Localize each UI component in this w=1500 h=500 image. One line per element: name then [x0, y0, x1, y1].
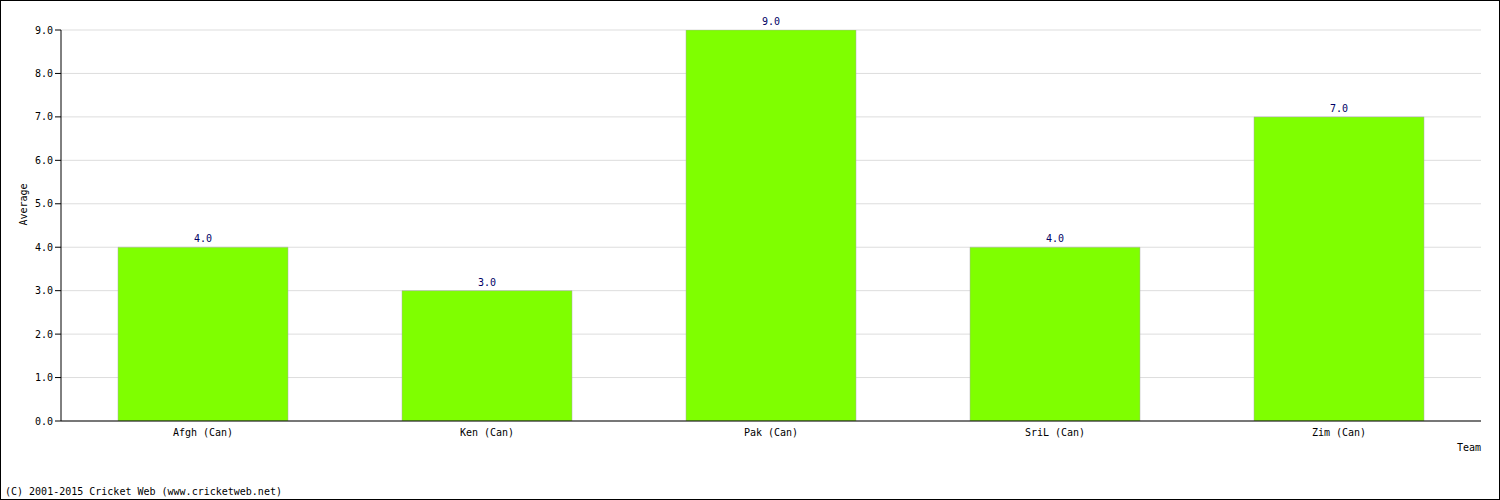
svg-text:1.0: 1.0 — [35, 372, 53, 383]
svg-text:9.0: 9.0 — [762, 16, 780, 27]
svg-text:6.0: 6.0 — [35, 155, 53, 166]
svg-text:Zim (Can): Zim (Can) — [1312, 427, 1366, 438]
svg-text:0.0: 0.0 — [35, 416, 53, 427]
svg-text:Afgh (Can): Afgh (Can) — [173, 427, 233, 438]
html-text:(C) 2001-2015 Cricket Web (www: (C) 2001-2015 Cricket Web (www.cricketwe… — [5, 486, 282, 497]
svg-text:3.0: 3.0 — [35, 285, 53, 296]
svg-text:Ken (Can): Ken (Can) — [460, 427, 514, 438]
svg-text:Average: Average — [18, 183, 29, 225]
svg-text:4.0: 4.0 — [194, 233, 212, 244]
svg-text:5.0: 5.0 — [35, 198, 53, 209]
svg-text:Pak (Can): Pak (Can) — [744, 427, 798, 438]
svg-text:8.0: 8.0 — [35, 68, 53, 79]
svg-text:4.0: 4.0 — [35, 242, 53, 253]
svg-text:2.0: 2.0 — [35, 329, 53, 340]
svg-text:3.0: 3.0 — [478, 277, 496, 288]
svg-text:9.0: 9.0 — [35, 25, 53, 36]
svg-text:7.0: 7.0 — [35, 111, 53, 122]
svg-text:SriL (Can): SriL (Can) — [1025, 427, 1085, 438]
svg-text:Team: Team — [1457, 442, 1481, 453]
svg-text:7.0: 7.0 — [1330, 103, 1348, 114]
svg-text:4.0: 4.0 — [1046, 233, 1064, 244]
